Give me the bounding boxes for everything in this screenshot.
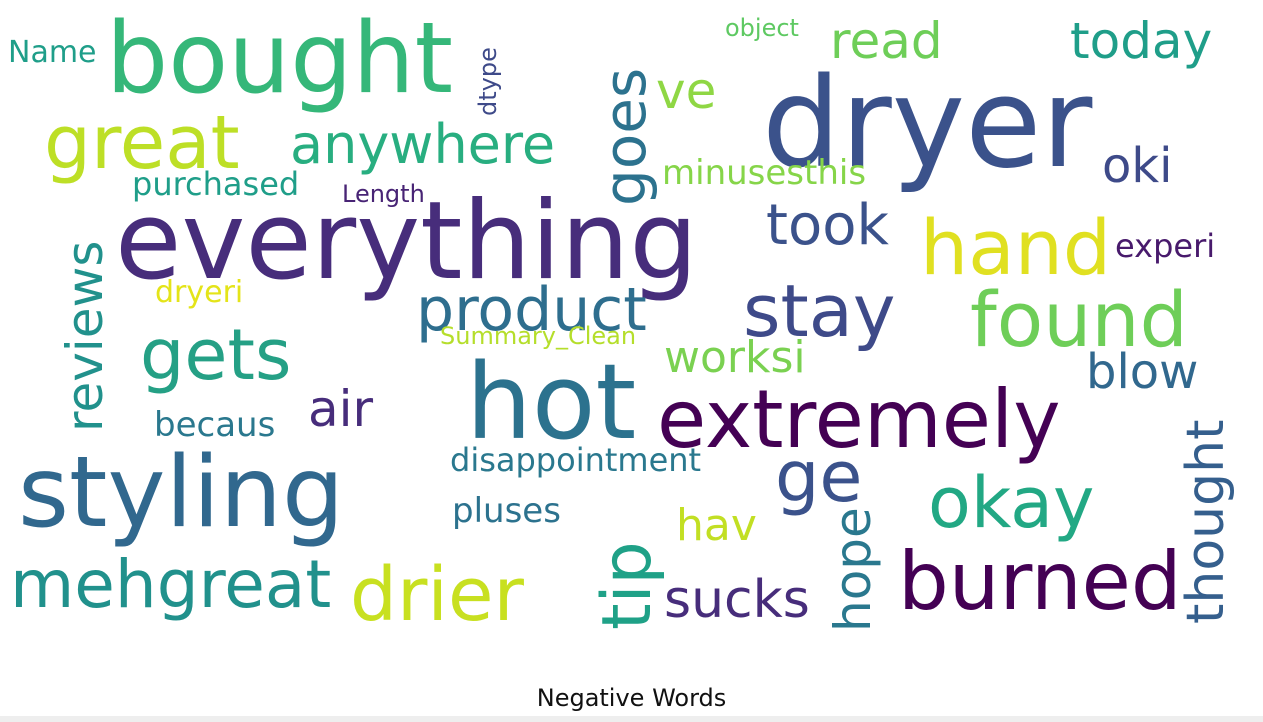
word-tip: tip [588, 541, 667, 630]
word-bought: bought [106, 2, 454, 116]
word-summary-clean: Summary_Clean [440, 322, 637, 350]
word-worksi: worksi [664, 332, 806, 383]
word-stay: stay [743, 269, 896, 353]
word-air: air [308, 380, 374, 438]
word-ge: ge [775, 436, 863, 518]
word-pluses: pluses [452, 491, 561, 531]
word-dryer: dryer [762, 52, 1093, 196]
word-read: read [830, 12, 943, 70]
word-experi: experi [1115, 227, 1216, 265]
word-purchased: purchased [132, 165, 300, 203]
word-thought: thought [1176, 419, 1236, 624]
word-becaus: becaus [154, 405, 276, 445]
word-hope: hope [824, 507, 882, 632]
word-blow: blow [1086, 344, 1199, 400]
word-length: Length [342, 180, 425, 208]
word-drier: drier [350, 552, 524, 638]
word-found: found [970, 275, 1188, 364]
word-goes: goes [591, 67, 659, 206]
bottom-border [0, 716, 1263, 722]
word-hot: hot [466, 341, 637, 463]
word-took: took [766, 193, 889, 258]
word-oki: oki [1102, 138, 1173, 194]
word-reviews: reviews [56, 240, 114, 432]
word-burned: burned [898, 535, 1182, 628]
word-cloud: dryer bought everything hot styling extr… [8, 2, 1236, 638]
word-today: today [1070, 12, 1213, 70]
word-dtype: dtype [474, 47, 502, 116]
word-sucks: sucks [664, 570, 810, 630]
word-product: product [416, 275, 647, 345]
word-object: object [725, 14, 799, 42]
word-disappointment: disappointment [450, 441, 702, 479]
word-dryeri: dryeri [155, 275, 244, 310]
word-hav: hav [676, 500, 757, 551]
word-ve: ve [656, 62, 717, 120]
word-everything: everything [115, 179, 698, 304]
word-minusesthis: minusesthis [662, 153, 867, 193]
word-extremely: extremely [657, 373, 1061, 466]
word-name: Name [8, 35, 97, 70]
word-styling: styling [18, 436, 345, 550]
word-okay: okay [928, 462, 1095, 544]
chart-title: Negative Words [536, 684, 727, 712]
word-mehgreat: mehgreat [10, 546, 332, 623]
word-gets: gets [140, 314, 292, 396]
word-great: great [44, 100, 240, 186]
word-anywhere: anywhere [290, 113, 556, 176]
word-hand: hand [920, 203, 1112, 292]
